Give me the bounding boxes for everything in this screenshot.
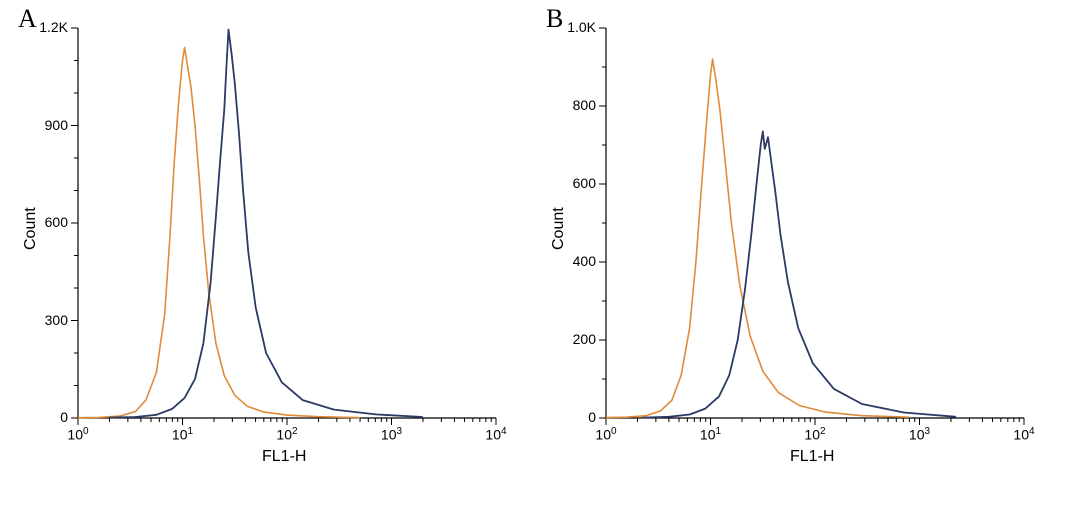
y-tick-label: 600 <box>28 214 68 230</box>
figure-root: A Count FL1-H B Count FL1-H 03006009001.… <box>0 0 1080 513</box>
x-tick-label: 103 <box>900 426 940 443</box>
y-tick-label: 1.0K <box>556 19 596 35</box>
x-tick-label: 102 <box>795 426 835 443</box>
y-tick-label: 900 <box>28 117 68 133</box>
x-tick-label: 104 <box>476 426 516 443</box>
y-tick-label: 600 <box>556 175 596 191</box>
x-tick-label: 103 <box>372 426 412 443</box>
series-sample <box>643 131 957 417</box>
x-tick-label: 100 <box>58 426 98 443</box>
x-tick-label: 101 <box>691 426 731 443</box>
y-tick-label: 0 <box>28 409 68 425</box>
x-tick-label: 102 <box>267 426 307 443</box>
x-tick-label: 104 <box>1004 426 1044 443</box>
series-control <box>606 59 909 417</box>
y-tick-label: 1.2K <box>28 19 68 35</box>
y-tick-label: 300 <box>28 312 68 328</box>
y-tick-label: 200 <box>556 331 596 347</box>
y-tick-label: 400 <box>556 253 596 269</box>
x-tick-label: 101 <box>163 426 203 443</box>
y-tick-label: 800 <box>556 97 596 113</box>
x-tick-label: 100 <box>586 426 626 443</box>
y-tick-label: 0 <box>556 409 596 425</box>
